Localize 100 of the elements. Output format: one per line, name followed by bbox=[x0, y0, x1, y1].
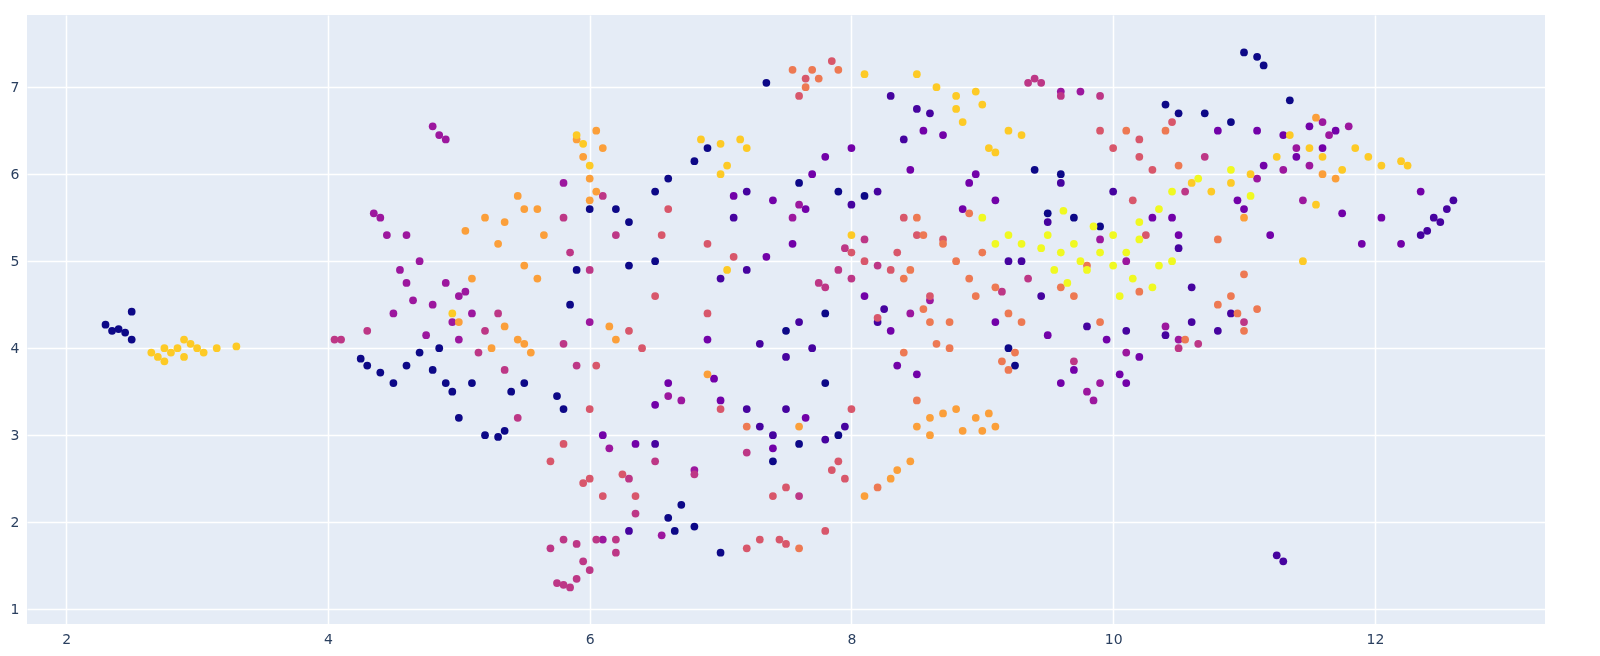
y-tick-label: 2 bbox=[10, 513, 20, 530]
point bbox=[1004, 126, 1013, 135]
point bbox=[598, 192, 607, 200]
point bbox=[788, 65, 797, 74]
point bbox=[834, 65, 843, 74]
point bbox=[559, 535, 568, 544]
point bbox=[873, 261, 882, 270]
x-tick-label: 2 bbox=[62, 630, 72, 647]
point bbox=[1043, 231, 1052, 239]
point bbox=[435, 131, 444, 139]
point bbox=[971, 170, 980, 179]
point bbox=[847, 231, 856, 239]
x-tick-label: 6 bbox=[585, 630, 595, 647]
point bbox=[1227, 309, 1235, 318]
point bbox=[631, 492, 640, 500]
point bbox=[1397, 157, 1405, 166]
point bbox=[1305, 161, 1314, 170]
point bbox=[598, 431, 607, 440]
point bbox=[1135, 287, 1144, 296]
point bbox=[572, 540, 581, 548]
point bbox=[795, 544, 803, 553]
point bbox=[769, 431, 777, 440]
point bbox=[572, 574, 581, 583]
point bbox=[1299, 196, 1307, 205]
point bbox=[1056, 248, 1065, 257]
point bbox=[612, 335, 620, 344]
point bbox=[1279, 165, 1288, 174]
point bbox=[1128, 274, 1137, 283]
x-tick-label: 4 bbox=[324, 630, 334, 647]
point bbox=[886, 326, 895, 335]
point bbox=[1161, 331, 1170, 340]
point bbox=[625, 474, 633, 483]
point bbox=[814, 74, 823, 83]
point bbox=[1416, 187, 1425, 196]
point bbox=[1070, 366, 1078, 374]
point bbox=[160, 344, 169, 353]
point bbox=[1213, 326, 1222, 335]
point bbox=[585, 474, 594, 483]
point bbox=[494, 239, 502, 248]
point bbox=[612, 535, 620, 544]
point bbox=[585, 266, 594, 274]
point bbox=[742, 144, 751, 152]
point bbox=[1429, 213, 1438, 222]
point bbox=[1017, 239, 1026, 248]
point bbox=[651, 457, 660, 466]
point bbox=[664, 392, 673, 400]
point bbox=[906, 266, 915, 274]
point bbox=[1200, 152, 1209, 161]
point bbox=[199, 348, 208, 357]
point bbox=[1227, 179, 1235, 187]
point bbox=[742, 422, 751, 431]
point bbox=[618, 470, 627, 479]
point bbox=[147, 348, 156, 357]
point bbox=[808, 170, 817, 179]
point bbox=[232, 342, 241, 351]
point bbox=[559, 339, 568, 348]
point bbox=[742, 266, 751, 274]
point bbox=[1024, 78, 1032, 87]
point bbox=[1213, 235, 1222, 244]
point bbox=[1285, 131, 1294, 139]
point bbox=[926, 413, 934, 422]
point bbox=[939, 239, 947, 248]
point bbox=[1272, 152, 1281, 161]
point bbox=[1246, 192, 1255, 200]
point bbox=[598, 492, 607, 500]
point bbox=[559, 580, 568, 589]
point bbox=[651, 440, 660, 448]
point bbox=[631, 440, 640, 448]
point bbox=[1056, 92, 1065, 100]
point bbox=[1076, 257, 1085, 266]
point bbox=[1246, 170, 1255, 179]
point bbox=[939, 131, 947, 139]
point bbox=[461, 287, 470, 296]
point bbox=[1168, 257, 1176, 266]
point bbox=[585, 318, 594, 326]
point bbox=[906, 457, 915, 466]
point bbox=[677, 396, 686, 405]
point bbox=[893, 248, 902, 257]
point bbox=[605, 322, 614, 331]
point bbox=[520, 205, 529, 213]
point bbox=[1403, 161, 1412, 170]
point bbox=[180, 335, 188, 344]
point bbox=[186, 339, 195, 348]
point bbox=[847, 274, 856, 283]
point bbox=[441, 279, 450, 287]
point bbox=[500, 322, 509, 331]
point bbox=[585, 196, 594, 205]
point bbox=[468, 274, 476, 283]
point bbox=[1240, 318, 1248, 326]
point bbox=[847, 144, 856, 152]
point bbox=[664, 205, 673, 213]
point bbox=[1096, 379, 1104, 387]
point bbox=[468, 309, 476, 318]
point bbox=[1089, 222, 1098, 231]
point bbox=[1004, 257, 1013, 266]
point bbox=[1312, 113, 1320, 122]
point bbox=[448, 309, 457, 318]
point bbox=[494, 309, 502, 318]
point bbox=[821, 152, 830, 161]
point bbox=[1253, 126, 1261, 135]
